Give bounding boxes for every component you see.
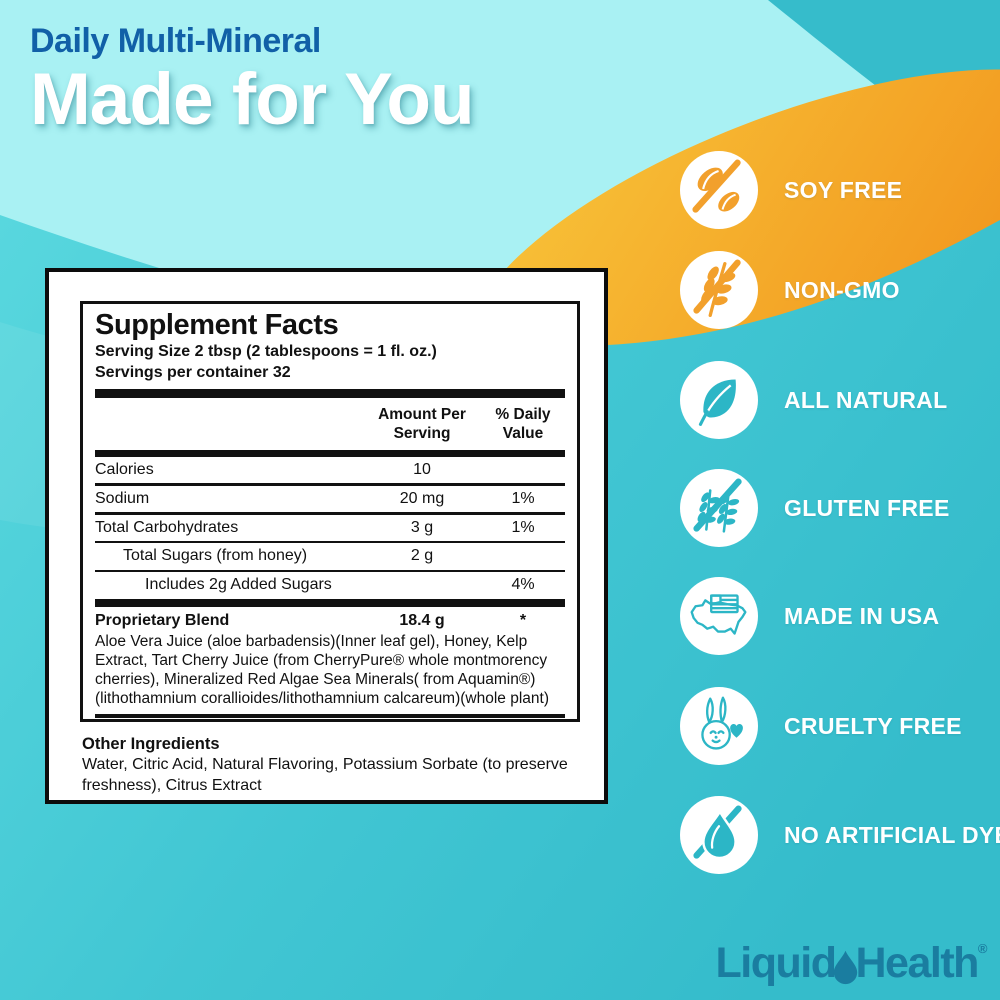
registered-mark: ®: [977, 941, 988, 956]
footnote-dv-not-established: **Daily Value not established: [95, 721, 565, 722]
other-ingredients-title: Other Ingredients: [82, 735, 220, 753]
badge-label: CRUELTY FREE: [784, 712, 962, 739]
table-row-carbohydrates: Total Carbohydrates 3 g 1%: [95, 518, 535, 536]
badge-label: ALL NATURAL: [784, 386, 948, 413]
non-gmo-wheat-icon: [693, 259, 741, 318]
table-row-proprietary-blend: Proprietary Blend 18.4 g *: [95, 611, 527, 629]
dv-col-header: % Daily Value: [495, 405, 551, 443]
divider-thin: [95, 540, 565, 544]
leaf-icon: [698, 379, 736, 426]
table-row-calories: Calories 10: [95, 460, 431, 478]
divider-medium: [95, 714, 565, 718]
divider-thin: [95, 483, 565, 486]
soy-free-icon: [692, 159, 741, 213]
logo-word-health: Health: [855, 939, 979, 987]
other-ingredients-block: Other Ingredients Water, Citric Acid, Na…: [82, 733, 587, 797]
table-row-sodium: Sodium 20 mg 1%: [95, 489, 535, 507]
badge-label: MADE IN USA: [784, 602, 940, 629]
badge-label: SOY FREE: [784, 176, 903, 203]
badge-label: NO ARTIFICIAL DYES: [784, 821, 1000, 848]
badge-no-artificial-dyes: NO ARTIFICIAL DYES: [680, 796, 1000, 874]
badge-label: GLUTEN FREE: [784, 494, 950, 521]
table-row-total-sugars: Total Sugars (from honey) 2 g: [123, 547, 434, 565]
divider-thick: [95, 598, 565, 607]
supplement-facts-panel: Supplement Facts Serving Size 2 tbsp (2 …: [80, 301, 580, 722]
divider-thin: [95, 512, 565, 515]
water-drop-icon: [693, 805, 742, 860]
table-row-added-sugars: Includes 2g Added Sugars 4%: [145, 576, 535, 594]
servings-per-container: Servings per container 32: [95, 364, 291, 382]
blend-description: Aloe Vera Juice (aloe barbadensis)(Inner…: [95, 633, 549, 708]
other-ingredients-body: Water, Citric Acid, Natural Flavoring, P…: [82, 756, 568, 795]
logo-word-liquid: Liquid: [715, 939, 837, 987]
bunny-heart-icon: [701, 696, 743, 750]
badge-gluten-free: GLUTEN FREE: [680, 469, 950, 547]
headline-block: Daily Multi-Mineral Made for You: [30, 22, 475, 140]
badge-non-gmo: NON-GMO: [680, 251, 900, 329]
liquidhealth-logo: Liquid Health ®: [715, 939, 988, 988]
serving-size: Serving Size 2 tbsp (2 tablespoons = 1 f…: [95, 343, 437, 361]
divider-thin: [95, 569, 565, 573]
divider-thick: [95, 388, 565, 398]
column-header-row: Amount Per Serving % Daily Value: [95, 398, 565, 450]
badge-cruelty-free: CRUELTY FREE: [680, 687, 962, 765]
badge-all-natural: ALL NATURAL: [680, 361, 947, 439]
usa-map-flag-icon: [690, 594, 747, 635]
product-name: Daily Multi-Mineral: [30, 22, 321, 60]
page-title: Made for You: [30, 59, 475, 140]
logo-droplet-icon: [834, 950, 858, 984]
badge-soy-free: SOY FREE: [680, 151, 902, 229]
amount-col-header: Amount Per Serving: [378, 405, 466, 443]
supplement-facts-card: Supplement Facts Serving Size 2 tbsp (2 …: [45, 268, 608, 804]
divider-thick: [95, 449, 565, 457]
gluten-free-wheat-icon: [693, 478, 742, 533]
label-title: Supplement Facts: [95, 309, 339, 341]
badge-label: NON-GMO: [784, 276, 900, 303]
badge-made-in-usa: MADE IN USA: [680, 577, 939, 655]
